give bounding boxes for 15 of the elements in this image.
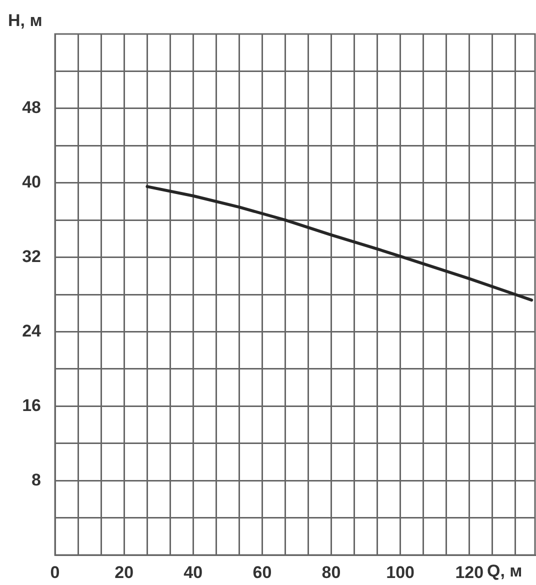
y-tick-label: 40 xyxy=(22,172,41,192)
y-tick-label: 32 xyxy=(22,246,41,266)
y-tick-label: 24 xyxy=(22,321,42,340)
y-axis-title: H, м xyxy=(8,11,42,30)
x-axis-title: Q, м xyxy=(487,562,522,581)
y-tick-label: 8 xyxy=(32,470,41,490)
x-tick-label: 120 xyxy=(455,562,484,582)
x-tick-label: 100 xyxy=(386,562,415,582)
y-tick-label: 16 xyxy=(22,396,41,415)
x-tick-label: 40 xyxy=(184,562,203,582)
x-tick-label: 60 xyxy=(252,562,272,582)
y-tick-label: 48 xyxy=(22,98,41,118)
x-tick-label: 80 xyxy=(322,562,341,582)
x-tick-label: 0 xyxy=(50,562,60,582)
x-tick-label: 20 xyxy=(114,562,134,582)
